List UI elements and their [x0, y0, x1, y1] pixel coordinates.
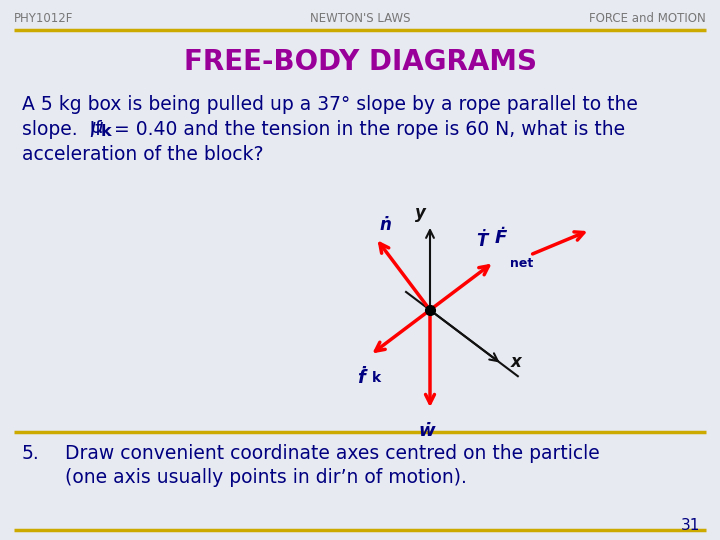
- Text: k: k: [101, 124, 112, 139]
- Text: $\mu$: $\mu$: [90, 120, 104, 139]
- Text: FREE-BODY DIAGRAMS: FREE-BODY DIAGRAMS: [184, 48, 536, 76]
- Text: ẇ: ẇ: [419, 422, 436, 440]
- Text: ḟ: ḟ: [357, 369, 365, 387]
- Text: k: k: [372, 371, 381, 385]
- Text: (one axis usually points in dir’n of motion).: (one axis usually points in dir’n of mot…: [65, 468, 467, 487]
- Text: ṅ: ṅ: [380, 216, 392, 234]
- Text: NEWTON'S LAWS: NEWTON'S LAWS: [310, 11, 410, 24]
- Text: net: net: [510, 257, 534, 270]
- Text: PHY1012F: PHY1012F: [14, 11, 73, 24]
- Text: x: x: [511, 353, 521, 371]
- Text: 5.: 5.: [22, 444, 40, 463]
- Text: Ḟ: Ḟ: [495, 229, 508, 247]
- Text: y: y: [415, 204, 426, 222]
- Text: FORCE and MOTION: FORCE and MOTION: [589, 11, 706, 24]
- Text: A 5 kg box is being pulled up a 37° slope by a rope parallel to the: A 5 kg box is being pulled up a 37° slop…: [22, 95, 638, 114]
- Text: slope.  If: slope. If: [22, 120, 107, 139]
- Text: = 0.40 and the tension in the rope is 60 N, what is the: = 0.40 and the tension in the rope is 60…: [108, 120, 625, 139]
- Text: acceleration of the block?: acceleration of the block?: [22, 145, 264, 164]
- Text: Draw convenient coordinate axes centred on the particle: Draw convenient coordinate axes centred …: [65, 444, 600, 463]
- Text: 31: 31: [680, 518, 700, 533]
- Text: Ṫ: Ṫ: [476, 232, 487, 250]
